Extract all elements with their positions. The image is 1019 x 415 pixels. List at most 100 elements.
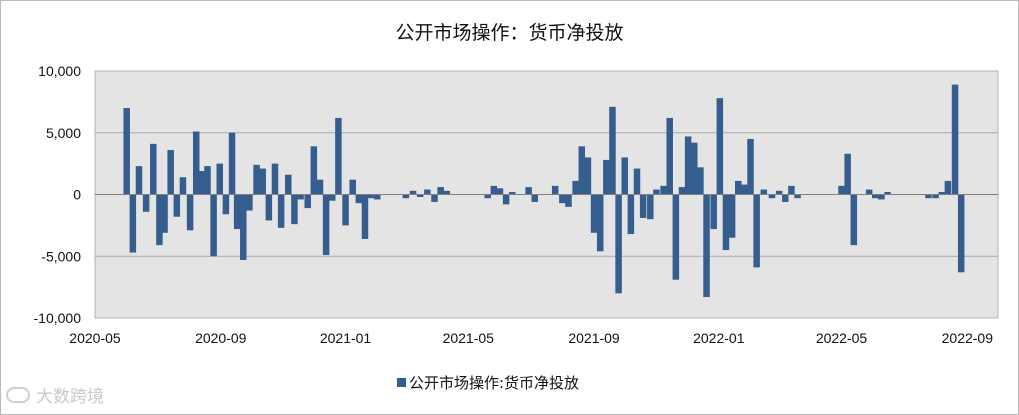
bar — [734, 180, 742, 195]
bar — [490, 185, 498, 195]
bar — [322, 194, 330, 256]
bar — [633, 168, 641, 195]
bar — [788, 185, 795, 195]
bar — [228, 132, 236, 195]
bar — [342, 194, 349, 226]
bar — [753, 194, 760, 268]
bar — [329, 194, 336, 201]
bar — [179, 177, 187, 195]
watermark: 大数跨境 — [6, 382, 104, 407]
bar — [615, 194, 622, 294]
bar — [603, 159, 610, 195]
bar — [484, 194, 491, 199]
bar — [297, 194, 304, 200]
bar — [684, 136, 692, 195]
bar — [716, 98, 724, 195]
bar — [508, 192, 516, 195]
bar-series — [123, 84, 965, 298]
bar — [850, 194, 858, 246]
bar — [722, 194, 730, 251]
bar — [173, 194, 181, 217]
bar — [367, 194, 375, 199]
bar — [691, 142, 698, 195]
bar — [932, 194, 939, 199]
bar — [431, 194, 438, 202]
bar — [697, 167, 704, 195]
y-tick-label: 0 — [73, 187, 81, 203]
bar — [838, 185, 845, 195]
x-tick-label: 2021-05 — [443, 330, 495, 346]
bar — [938, 192, 946, 195]
x-axis-ticks: 2020-05 2020-09 2021-01 2021-05 2021-09 2022-… — [69, 330, 993, 346]
bar — [944, 180, 952, 195]
bar — [291, 194, 298, 225]
watermark-text: 大数跨境 — [36, 387, 104, 407]
bar — [437, 187, 444, 195]
bar — [246, 194, 253, 211]
legend-swatch — [397, 378, 406, 387]
bar — [186, 194, 194, 231]
bar — [925, 194, 932, 199]
bar — [872, 194, 879, 199]
bar — [609, 106, 616, 195]
bar — [335, 117, 342, 195]
bar — [310, 146, 318, 195]
x-tick-label: 2020-09 — [195, 330, 247, 346]
bar — [210, 194, 217, 257]
bar — [402, 194, 410, 199]
bar — [259, 168, 266, 195]
bar — [424, 189, 431, 195]
bar — [253, 164, 260, 195]
bar — [565, 194, 572, 207]
bar — [198, 171, 205, 195]
x-tick-label: 2021-01 — [320, 330, 372, 346]
x-tick-label: 2020-05 — [69, 330, 121, 346]
bar — [150, 143, 157, 195]
bar — [760, 189, 768, 195]
bar — [728, 194, 736, 238]
bar — [741, 184, 748, 195]
bar — [957, 194, 965, 273]
bar — [672, 194, 680, 280]
bar — [416, 194, 424, 197]
bar — [525, 187, 532, 195]
bar — [161, 194, 168, 233]
x-tick-label: 2022-01 — [693, 330, 745, 346]
logo-icon — [6, 386, 30, 403]
bar — [703, 194, 710, 298]
bar — [844, 153, 851, 195]
bar — [551, 185, 559, 195]
y-tick-label: -10,000 — [34, 310, 82, 326]
bar — [572, 180, 579, 195]
bar — [639, 194, 647, 218]
bar — [647, 194, 654, 220]
bar — [653, 189, 660, 195]
bar — [794, 194, 801, 199]
x-tick-label: 2022-09 — [942, 330, 994, 346]
bar — [316, 179, 324, 195]
bar — [443, 190, 451, 195]
bar — [865, 189, 873, 195]
bar — [192, 131, 200, 195]
bar — [660, 185, 667, 195]
bar — [265, 194, 273, 221]
bar — [409, 190, 417, 195]
bar — [374, 194, 381, 200]
legend-label: 公开市场操作:货币净投放 — [409, 374, 580, 392]
bar — [355, 194, 363, 204]
bar — [775, 190, 783, 195]
bar — [768, 194, 776, 199]
bar — [167, 150, 174, 195]
bar — [502, 194, 510, 205]
x-tick-label: 2021-09 — [568, 330, 620, 346]
bar — [216, 163, 224, 195]
bar — [204, 166, 211, 195]
legend: 公开市场操作:货币净投放 — [397, 372, 579, 393]
chart-title: 公开市场操作：货币净投放 — [395, 22, 624, 44]
bar — [123, 108, 130, 195]
y-axis-ticks: 10,000 5,000 0 -5,000 -10,000 — [34, 63, 82, 326]
bar — [782, 194, 789, 202]
bar — [666, 117, 673, 195]
bar — [884, 192, 891, 195]
